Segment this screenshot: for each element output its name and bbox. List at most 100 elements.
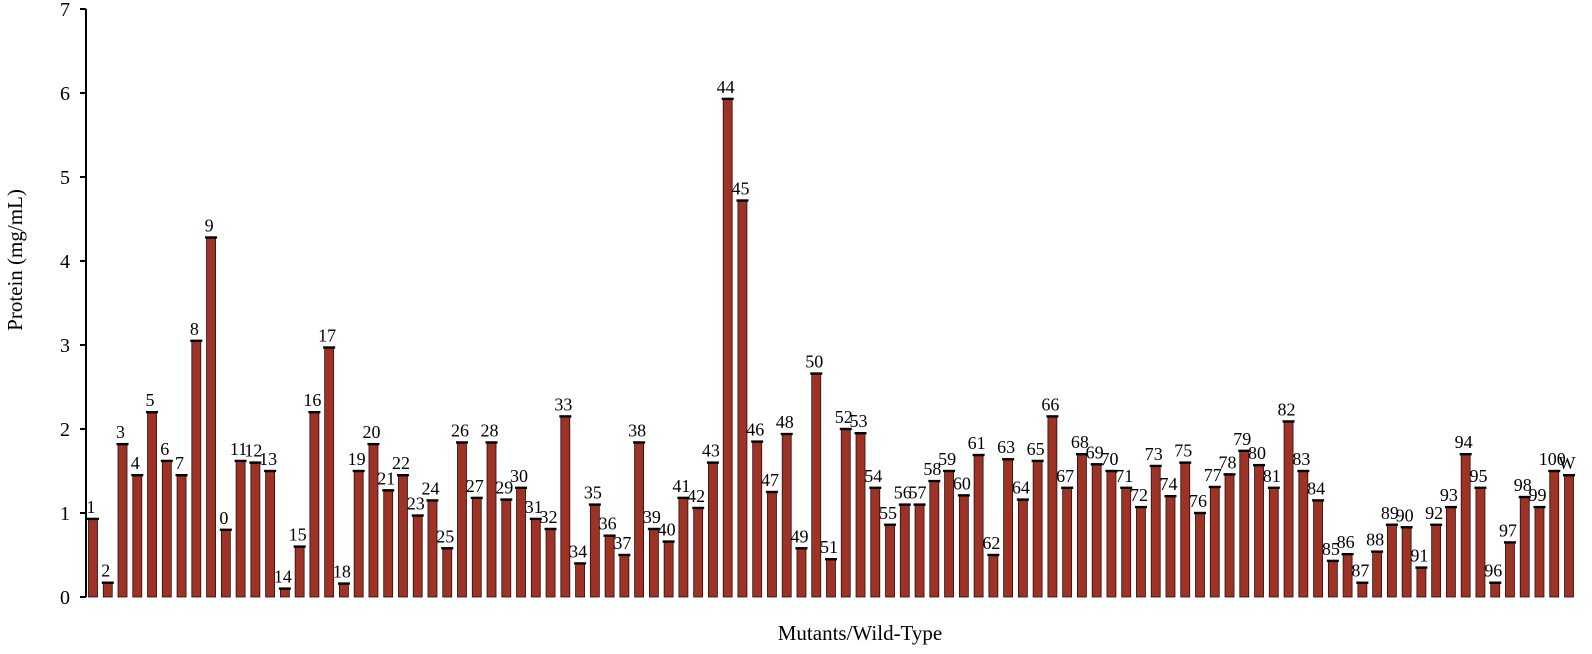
bar-82 (1283, 421, 1294, 598)
bar-2 (102, 582, 113, 598)
bar-label-13: 13 (259, 449, 277, 469)
bar-label-48: 48 (776, 412, 794, 432)
bar-72 (1136, 506, 1146, 598)
bar-label-100: 100 (1539, 449, 1566, 469)
bar-92 (1431, 524, 1442, 598)
bar-label-2: 2 (101, 561, 110, 581)
bar-label-60: 60 (953, 473, 971, 493)
bar-9 (206, 237, 216, 598)
bar-label-64: 64 (1012, 478, 1030, 498)
bar-33 (560, 415, 571, 598)
bar-24 (427, 499, 438, 598)
y-tick-label: 2 (60, 419, 70, 441)
bar-label-19: 19 (348, 449, 366, 469)
bar-label-6: 6 (160, 439, 169, 459)
bar-label-94: 94 (1455, 432, 1473, 452)
bar-21 (383, 489, 394, 598)
bar-15 (294, 546, 305, 598)
bar-5 (147, 411, 157, 598)
bar-label-46: 46 (746, 420, 764, 440)
bar-label-43: 43 (702, 441, 720, 461)
bar-label-95: 95 (1469, 466, 1487, 486)
bar-52 (840, 428, 851, 598)
bar-57 (914, 504, 925, 598)
bar-label-85: 85 (1322, 539, 1340, 559)
bar-label-52: 52 (835, 407, 853, 427)
bar-label-5: 5 (146, 390, 155, 410)
bar-label-W: W (1559, 453, 1576, 473)
bar-label-34: 34 (569, 541, 587, 561)
bar-25 (442, 547, 453, 598)
bar-label-69: 69 (1086, 442, 1104, 462)
bar-76 (1195, 512, 1205, 598)
bar-89 (1386, 524, 1397, 598)
bar-41 (678, 497, 689, 598)
bar-label-57: 57 (909, 483, 927, 503)
bar-label-82: 82 (1278, 399, 1296, 419)
bar-68 (1077, 453, 1087, 598)
bar-label-8: 8 (190, 319, 199, 339)
bar-44 (722, 98, 733, 598)
bar-label-27: 27 (466, 476, 484, 496)
bar-label-62: 62 (982, 533, 1000, 553)
bar-label-65: 65 (1027, 439, 1045, 459)
y-tick-label: 1 (60, 503, 70, 525)
bar-label-36: 36 (599, 514, 617, 534)
bar-label-42: 42 (687, 486, 705, 506)
bar-label-15: 15 (289, 525, 307, 545)
bar-0 (220, 529, 231, 598)
bar-label-40: 40 (658, 520, 676, 540)
bar-66 (1047, 415, 1058, 598)
bar-51 (826, 558, 836, 598)
bar-61 (973, 454, 984, 598)
bar-6 (161, 460, 172, 598)
bar-label-98: 98 (1514, 475, 1532, 495)
bar-48 (781, 433, 792, 598)
bar-label-75: 75 (1174, 441, 1192, 461)
bar-label-7: 7 (175, 453, 184, 473)
bar-label-87: 87 (1351, 561, 1369, 581)
bar-19 (353, 470, 364, 598)
bars-group (87, 97, 1575, 598)
bar-label-0: 0 (219, 508, 228, 528)
bar-43 (708, 462, 718, 598)
bar-label-28: 28 (481, 420, 499, 440)
bar-label-38: 38 (628, 420, 646, 440)
bar-label-18: 18 (333, 562, 351, 582)
bar-label-83: 83 (1292, 449, 1310, 469)
bar-labels-group: 1234567890111213141516171819202122232425… (87, 77, 1576, 587)
bar-label-61: 61 (968, 433, 986, 453)
y-tick-label: 7 (60, 0, 70, 21)
bar-label-17: 17 (318, 326, 336, 346)
bar-label-88: 88 (1366, 530, 1384, 550)
bar-label-58: 58 (923, 459, 941, 479)
bar-label-33: 33 (554, 394, 572, 414)
bar-29 (501, 499, 512, 598)
bar-label-47: 47 (761, 470, 779, 490)
bar-53 (855, 432, 866, 598)
bar-88 (1372, 551, 1383, 598)
bar-label-74: 74 (1159, 474, 1177, 494)
bar-label-50: 50 (805, 352, 823, 372)
bar-label-78: 78 (1219, 452, 1237, 472)
bar-label-1: 1 (87, 497, 96, 517)
bar-label-81: 81 (1263, 466, 1281, 486)
bar-27 (471, 497, 482, 598)
bar-49 (796, 547, 807, 598)
bar-26 (457, 442, 467, 598)
bar-label-31: 31 (525, 497, 543, 517)
bar-label-90: 90 (1396, 505, 1414, 525)
bar-label-67: 67 (1056, 466, 1074, 486)
bar-label-20: 20 (362, 422, 380, 442)
bar-18 (339, 583, 349, 598)
bar-46 (752, 441, 763, 598)
bar-label-11: 11 (230, 439, 247, 459)
bar-label-49: 49 (790, 526, 808, 546)
bar-74 (1165, 495, 1176, 598)
bar-3 (117, 443, 128, 598)
bar-label-72: 72 (1130, 485, 1148, 505)
bar-label-84: 84 (1307, 478, 1325, 498)
bar-label-56: 56 (894, 483, 912, 503)
bar-50 (811, 373, 822, 598)
bar-97 (1505, 542, 1515, 598)
